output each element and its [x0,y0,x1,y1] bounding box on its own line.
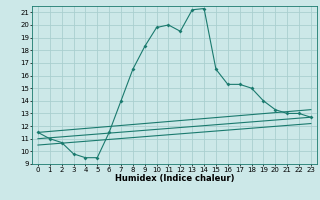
X-axis label: Humidex (Indice chaleur): Humidex (Indice chaleur) [115,174,234,183]
